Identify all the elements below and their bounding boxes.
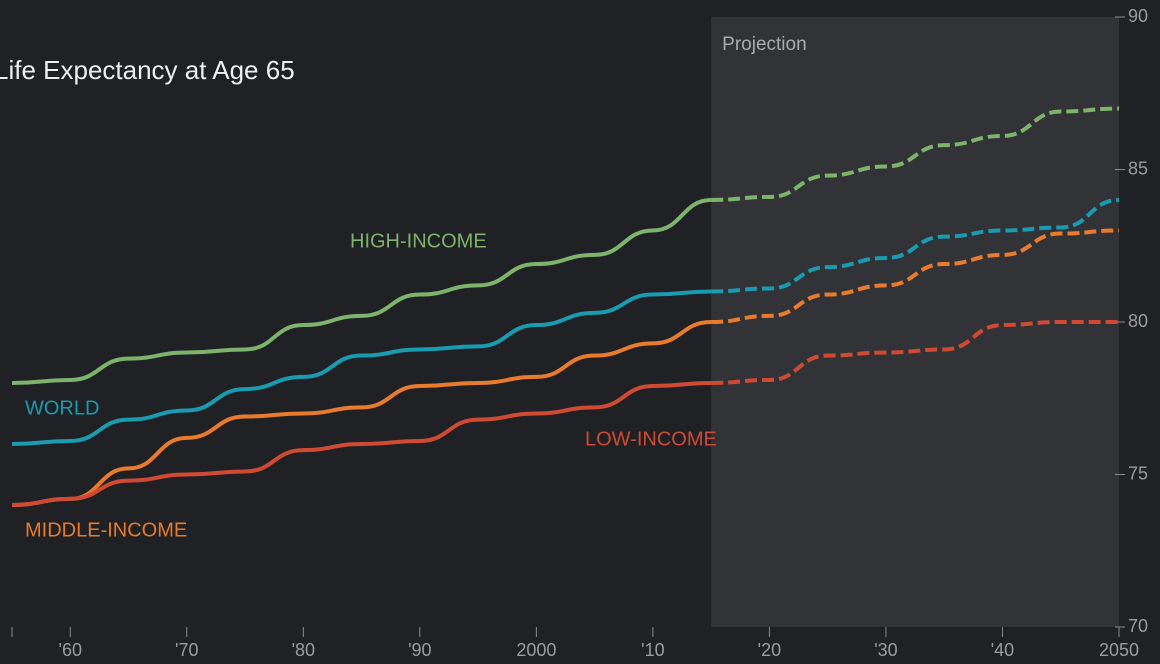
projection-line [711,320,1119,385]
y-tick-label: 90 [1128,6,1148,26]
x-tick-label: '20 [758,640,781,660]
x-tick-label: '60 [59,640,82,660]
projection-line [711,228,1120,324]
line [11,198,712,385]
line [11,289,712,446]
y-tick-label: 85 [1128,158,1148,178]
series-label: MIDDLE-INCOME [25,519,187,541]
x-tick-label: '30 [874,640,897,660]
x-tick-label: '70 [175,640,198,660]
projection-area [711,17,1119,627]
chart-title: Life Expectancy at Age 65 [0,55,295,85]
projection-line [711,106,1120,202]
series-label: HIGH-INCOME [350,230,487,252]
projection-label: Projection [722,34,807,55]
x-tick-label: '80 [292,640,315,660]
x-tick-label: 2050 [1099,640,1139,660]
line [11,320,712,507]
x-tick-label: '10 [641,640,664,660]
x-tick-label: 2000 [516,640,556,660]
x-tick-label: '90 [408,640,431,660]
y-tick-label: 75 [1128,463,1148,483]
y-tick-label: 70 [1128,616,1148,636]
series-label: WORLD [25,397,99,419]
x-tick-label: '40 [991,640,1014,660]
y-tick-label: 80 [1128,311,1148,331]
projection-line [711,198,1120,294]
series-label: LOW-INCOME [585,428,717,450]
line [11,381,712,507]
